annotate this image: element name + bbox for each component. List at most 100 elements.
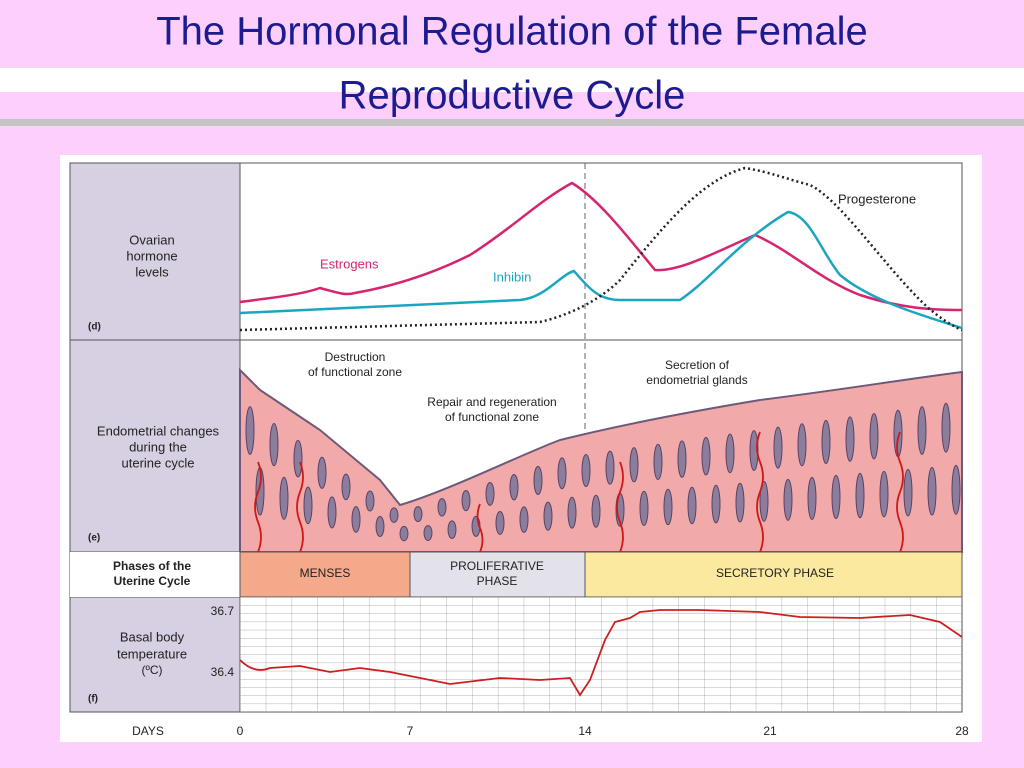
gland [485,481,495,506]
temp-tick: 36.7 [211,604,235,618]
gland [687,486,697,525]
gland [365,490,375,512]
gland [269,422,279,467]
annotation: Secretion of [665,358,730,372]
gland [567,496,577,529]
day-tick: 0 [237,724,244,738]
annotation: of functional zone [445,410,539,424]
phase-heading: Phases of the [113,559,191,573]
gland [413,506,423,523]
gland [941,402,951,453]
gland [389,507,399,523]
gland [317,456,327,489]
gland [773,426,783,469]
panel-label: Ovarian [129,232,175,247]
arteries [254,431,904,553]
gland [533,465,543,496]
panel-label: Endometrial changes [97,423,220,438]
gland [903,468,913,517]
phase-heading: Uterine Cycle [114,574,191,588]
band [0,68,1024,92]
day-tick: 28 [955,724,969,738]
days-label: DAYS [132,724,164,738]
gland [869,412,879,460]
curve-label: Progesterone [838,191,916,206]
gland [759,480,769,522]
temp-tick: 36.4 [211,665,235,679]
gland [423,525,433,541]
gland [951,464,961,515]
temperature-curve [239,609,963,697]
gland [245,406,255,455]
progesterone-curve [239,166,963,332]
panel-label: (ºC) [141,663,162,677]
day-tick: 7 [407,724,414,738]
panel-letter: (e) [88,533,100,544]
gland [605,450,615,485]
annotation: of functional zone [308,365,402,379]
panel-label: hormone [126,248,177,263]
gland [461,490,471,512]
panel-label: levels [135,264,169,279]
gland [807,476,817,520]
gland [495,511,505,535]
gland [797,423,807,467]
gland [855,472,865,519]
gland [653,443,663,481]
gland [341,473,351,501]
gland [879,470,889,518]
rule [0,119,1024,126]
gland [591,494,601,528]
gland [293,439,303,478]
gland [927,466,937,516]
panel-letter: (d) [88,322,101,333]
gland [327,496,337,529]
gland [725,433,735,474]
gland [845,416,855,462]
gland [663,488,673,526]
gland [279,476,289,520]
temperature-grid [240,597,962,712]
gland [711,484,721,524]
gland [701,436,711,476]
annotation: Destruction [325,350,386,364]
endometrium [239,367,963,553]
phase-name: SECRETORY PHASE [716,566,834,580]
gland [783,478,793,521]
title-line: The Hormonal Regulation of the Female [156,10,867,54]
gland [375,516,385,538]
gland [821,419,831,465]
inhibin-curve [239,210,963,330]
gland [255,466,265,516]
day-tick: 21 [763,724,777,738]
gland [629,447,639,483]
title-line: Reproductive Cycle [339,74,686,118]
gland [509,473,519,501]
gland [399,525,409,542]
phase-name: MENSES [300,566,351,580]
gland [735,482,745,523]
panel-letter: (f) [88,694,98,705]
estrogen-curve [239,181,963,312]
gland [581,453,591,488]
curve-label: Estrogens [320,256,379,271]
label-column [70,163,240,552]
panel-label: during the [129,439,187,454]
gland [677,440,687,478]
phase-name: PHASE [477,574,518,588]
annotation: endometrial glands [646,373,747,387]
day-tick: 14 [578,724,592,738]
panel-label: uterine cycle [122,455,195,470]
annotation: Repair and regeneration [427,395,556,409]
gland [543,501,553,531]
phase-secretory [584,551,963,598]
glands [245,402,961,542]
gland [447,520,457,539]
gland [437,498,447,517]
gland [557,457,567,490]
panel-label: temperature [117,646,187,661]
panel-label: Basal body [120,629,185,644]
phase-name: PROLIFERATIVE [450,559,544,573]
gland [639,490,649,527]
